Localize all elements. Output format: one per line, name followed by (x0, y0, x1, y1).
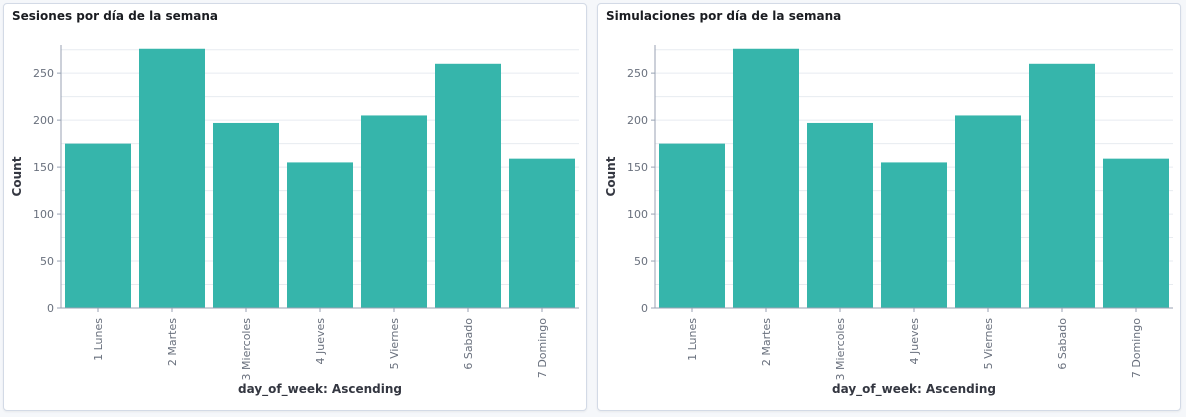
y-tick-label: 0 (641, 302, 648, 315)
y-axis-title: Count (604, 156, 618, 196)
bar-6[interactable] (1029, 63, 1095, 309)
y-tick-label: 150 (627, 161, 648, 174)
bar-7[interactable] (509, 158, 575, 308)
bar-4[interactable] (881, 162, 947, 308)
chart-panel-sessions: Sesiones por día de la semana 0 50 100 150 2… (3, 3, 587, 411)
bar-3[interactable] (807, 122, 873, 308)
y-axis-title: Count (10, 156, 24, 196)
x-tick-label: 4 Jueves (908, 318, 921, 365)
y-tick-label: 100 (627, 208, 648, 221)
y-tick-label: 250 (627, 67, 648, 80)
y-tick-label: 100 (33, 208, 54, 221)
bar-2[interactable] (733, 48, 799, 308)
bar-1[interactable] (65, 143, 131, 308)
bar-3[interactable] (213, 122, 279, 308)
x-tick-label: 3 Miercoles (240, 318, 253, 381)
x-tick-label: 1 Lunes (686, 318, 699, 361)
panel-title: Simulaciones por día de la semana (606, 9, 842, 23)
y-tick-label: 150 (33, 161, 54, 174)
y-tick-label: 200 (627, 114, 648, 127)
x-tick-label: 5 Viernes (982, 318, 995, 370)
y-tick-label: 250 (33, 67, 54, 80)
x-tick-label: 6 Sabado (1056, 318, 1069, 370)
bar-7[interactable] (1103, 158, 1169, 308)
y-tick-label: 0 (47, 302, 54, 315)
y-tick-label: 50 (40, 255, 54, 268)
bar-4[interactable] (287, 162, 353, 308)
x-tick-label: 3 Miercoles (834, 318, 847, 381)
bar-6[interactable] (435, 63, 501, 309)
y-tick-label: 50 (634, 255, 648, 268)
bar-chart-sessions: 0 50 100 150 200 250 Count 1 Lunes 2 Martes 3 Mie… (10, 45, 579, 397)
panel-title: Sesiones por día de la semana (12, 9, 219, 23)
x-tick-label: 5 Viernes (388, 318, 401, 370)
x-tick-label: 7 Domingo (1130, 318, 1143, 378)
x-axis-title: day_of_week: Ascending (238, 382, 402, 397)
x-axis-title: day_of_week: Ascending (832, 382, 996, 397)
x-tick-label: 2 Martes (760, 318, 773, 366)
bar-2[interactable] (139, 48, 205, 308)
chart-panel-simulations: Simulaciones por día de la semana 0 50 100… (597, 3, 1181, 411)
x-tick-label: 6 Sabado (462, 318, 475, 370)
bar-1[interactable] (659, 143, 725, 308)
bar-5[interactable] (955, 115, 1021, 308)
bar-chart-simulations: 0 50 100 150 200 250 Count 1 Lunes 2 Martes 3 Mie… (604, 45, 1173, 397)
x-tick-label: 2 Martes (166, 318, 179, 366)
y-tick-label: 200 (33, 114, 54, 127)
x-tick-label: 4 Jueves (314, 318, 327, 365)
x-tick-label: 7 Domingo (536, 318, 549, 378)
x-tick-label: 1 Lunes (92, 318, 105, 361)
bar-5[interactable] (361, 115, 427, 308)
